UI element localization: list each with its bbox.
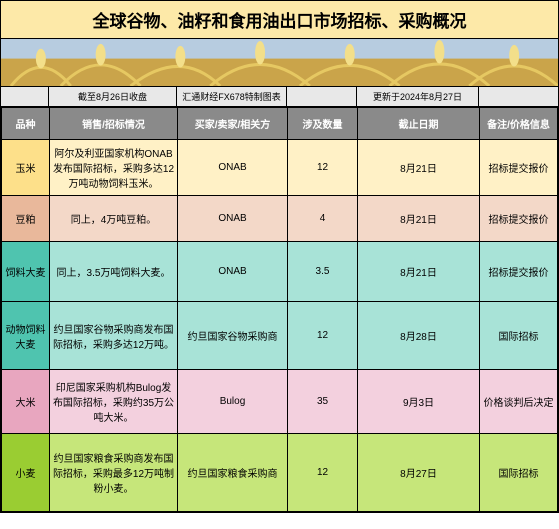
info-blank2 xyxy=(287,87,357,107)
cell-category: 动物饲料大麦 xyxy=(2,302,50,370)
cell-qty: 12 xyxy=(288,434,358,512)
cell-desc: 同上，3.5万吨饲料大麦。 xyxy=(50,242,178,302)
cell-deadline: 9月3日 xyxy=(358,370,480,434)
cell-party: 约旦国家谷物采购商 xyxy=(178,302,288,370)
table-row: 饲料大麦同上，3.5万吨饲料大麦。ONAB3.58月21日招标提交报价 xyxy=(2,242,558,302)
cell-desc: 同上，4万吨豆粕。 xyxy=(50,196,178,242)
cell-deadline: 8月21日 xyxy=(358,196,480,242)
cell-category: 小麦 xyxy=(2,434,50,512)
report-container: 全球谷物、油籽和食用油出口市场招标、采购概况 截至8月26日收 xyxy=(0,0,559,513)
header-row: 品种 销售/招标情况 买家/卖家/相关方 涉及数量 截止日期 备注/价格信息 xyxy=(2,108,558,140)
cell-desc: 约旦国家谷物采购商发布国际招标，采购多达12万吨。 xyxy=(50,302,178,370)
cell-deadline: 8月27日 xyxy=(358,434,480,512)
cell-party: ONAB xyxy=(178,140,288,196)
cell-note: 价格谈判后决定 xyxy=(480,370,558,434)
cell-note: 招标提交报价 xyxy=(480,140,558,196)
cell-qty: 3.5 xyxy=(288,242,358,302)
hdr-deadline: 截止日期 xyxy=(358,108,480,140)
cell-note: 国际招标 xyxy=(480,302,558,370)
cell-deadline: 8月21日 xyxy=(358,242,480,302)
info-blank3 xyxy=(479,87,558,107)
cell-party: ONAB xyxy=(178,242,288,302)
info-source: 汇通财经FX678特制图表 xyxy=(177,87,287,107)
cell-note: 招标提交报价 xyxy=(480,196,558,242)
info-blank xyxy=(1,87,49,107)
cell-qty: 4 xyxy=(288,196,358,242)
cell-party: 约旦国家粮食采购商 xyxy=(178,434,288,512)
table-row: 豆粕同上，4万吨豆粕。ONAB48月21日招标提交报价 xyxy=(2,196,558,242)
cell-deadline: 8月21日 xyxy=(358,140,480,196)
cell-desc: 约旦国家粮食采购商发布国际招标，采购最多12万吨制粉小麦。 xyxy=(50,434,178,512)
cell-note: 国际招标 xyxy=(480,434,558,512)
info-row: 截至8月26日收盘 汇通财经FX678特制图表 更新于2024年8月27日 xyxy=(1,87,558,107)
info-asof: 截至8月26日收盘 xyxy=(49,87,177,107)
hdr-category: 品种 xyxy=(2,108,50,140)
cell-desc: 印尼国家采购机构Bulog发布国际招标，采购约35万公吨大米。 xyxy=(50,370,178,434)
wheat-banner xyxy=(1,39,558,87)
report-title: 全球谷物、油籽和食用油出口市场招标、采购概况 xyxy=(1,1,558,39)
cell-qty: 12 xyxy=(288,140,358,196)
cell-party: Bulog xyxy=(178,370,288,434)
table-row: 小麦约旦国家粮食采购商发布国际招标，采购最多12万吨制粉小麦。约旦国家粮食采购商… xyxy=(2,434,558,512)
cell-category: 豆粕 xyxy=(2,196,50,242)
cell-note: 招标提交报价 xyxy=(480,242,558,302)
table-body: 玉米阿尔及利亚国家机构ONAB发布国际招标，采购多达12万吨动物饲料玉米。ONA… xyxy=(2,140,558,512)
table-row: 玉米阿尔及利亚国家机构ONAB发布国际招标，采购多达12万吨动物饲料玉米。ONA… xyxy=(2,140,558,196)
data-table: 品种 销售/招标情况 买家/卖家/相关方 涉及数量 截止日期 备注/价格信息 玉… xyxy=(1,107,558,512)
cell-category: 玉米 xyxy=(2,140,50,196)
wheat-icon xyxy=(1,39,558,86)
cell-qty: 35 xyxy=(288,370,358,434)
cell-deadline: 8月28日 xyxy=(358,302,480,370)
info-updated: 更新于2024年8月27日 xyxy=(357,87,479,107)
cell-party: ONAB xyxy=(178,196,288,242)
table-row: 动物饲料大麦约旦国家谷物采购商发布国际招标，采购多达12万吨。约旦国家谷物采购商… xyxy=(2,302,558,370)
hdr-note: 备注/价格信息 xyxy=(480,108,558,140)
hdr-desc: 销售/招标情况 xyxy=(50,108,178,140)
hdr-qty: 涉及数量 xyxy=(288,108,358,140)
cell-desc: 阿尔及利亚国家机构ONAB发布国际招标，采购多达12万吨动物饲料玉米。 xyxy=(50,140,178,196)
cell-qty: 12 xyxy=(288,302,358,370)
cell-category: 大米 xyxy=(2,370,50,434)
cell-category: 饲料大麦 xyxy=(2,242,50,302)
table-row: 大米印尼国家采购机构Bulog发布国际招标，采购约35万公吨大米。Bulog35… xyxy=(2,370,558,434)
hdr-party: 买家/卖家/相关方 xyxy=(178,108,288,140)
